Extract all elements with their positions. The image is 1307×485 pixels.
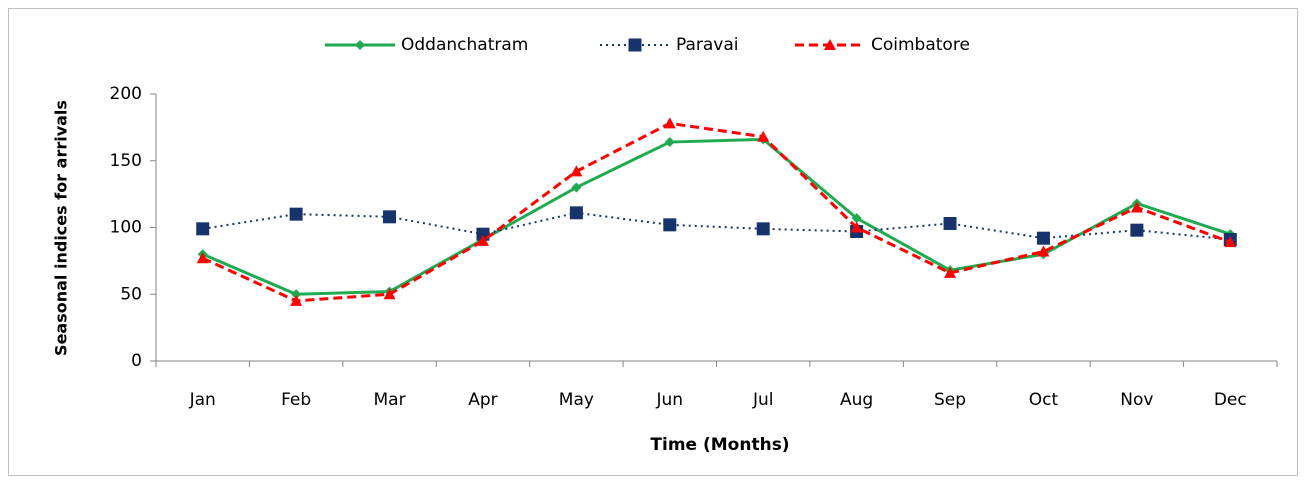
y-tick-label: 150 — [110, 151, 142, 171]
marker — [571, 182, 582, 193]
x-tick-label: Dec — [1214, 390, 1247, 410]
y-tick-label: 200 — [110, 84, 142, 104]
marker — [290, 294, 303, 306]
legend-marker — [628, 38, 642, 52]
legend-marker — [824, 39, 836, 50]
x-tick-label: May — [559, 390, 594, 410]
marker — [944, 266, 957, 278]
legend-marker — [355, 40, 365, 50]
marker — [664, 137, 675, 148]
x-tick-label: Mar — [374, 390, 406, 410]
marker — [476, 234, 489, 246]
marker — [383, 210, 397, 224]
x-tick-label: Jun — [656, 390, 684, 410]
x-tick-label: Nov — [1120, 390, 1153, 410]
marker — [1036, 231, 1050, 245]
y-tick-label: 0 — [131, 351, 142, 371]
marker — [663, 218, 677, 232]
marker — [756, 222, 770, 236]
marker — [850, 221, 863, 233]
legend-label: Paravai — [676, 35, 739, 55]
marker — [383, 288, 396, 300]
chart-frame — [8, 8, 1298, 476]
series-line — [202, 121, 1231, 303]
x-tick-label: Oct — [1029, 390, 1059, 410]
marker — [943, 216, 957, 230]
legend-label: Coimbatore — [871, 35, 970, 55]
marker — [1224, 236, 1237, 248]
marker — [1037, 245, 1050, 257]
marker — [569, 206, 583, 220]
legend-label: Oddanchatram — [401, 35, 528, 55]
x-tick-label: Aug — [840, 390, 873, 410]
marker — [196, 252, 209, 264]
x-tick-label: Jan — [189, 390, 216, 410]
marker — [1130, 223, 1144, 237]
marker — [757, 130, 770, 142]
x-tick-label: Feb — [281, 390, 311, 410]
marker — [851, 213, 862, 224]
y-tick-label: 50 — [120, 284, 142, 304]
y-tick-label: 100 — [110, 218, 142, 238]
marker — [663, 117, 676, 129]
y-axis-title: Seasonal indices for arrivals — [52, 100, 71, 356]
x-tick-label: Jul — [752, 390, 774, 410]
marker — [291, 289, 302, 300]
x-tick-label: Apr — [468, 390, 497, 410]
marker — [196, 222, 210, 236]
marker — [289, 207, 303, 221]
marker — [1130, 201, 1143, 213]
marker — [570, 165, 583, 177]
x-tick-label: Sep — [934, 390, 966, 410]
x-axis-title: Time (Months) — [650, 435, 789, 455]
